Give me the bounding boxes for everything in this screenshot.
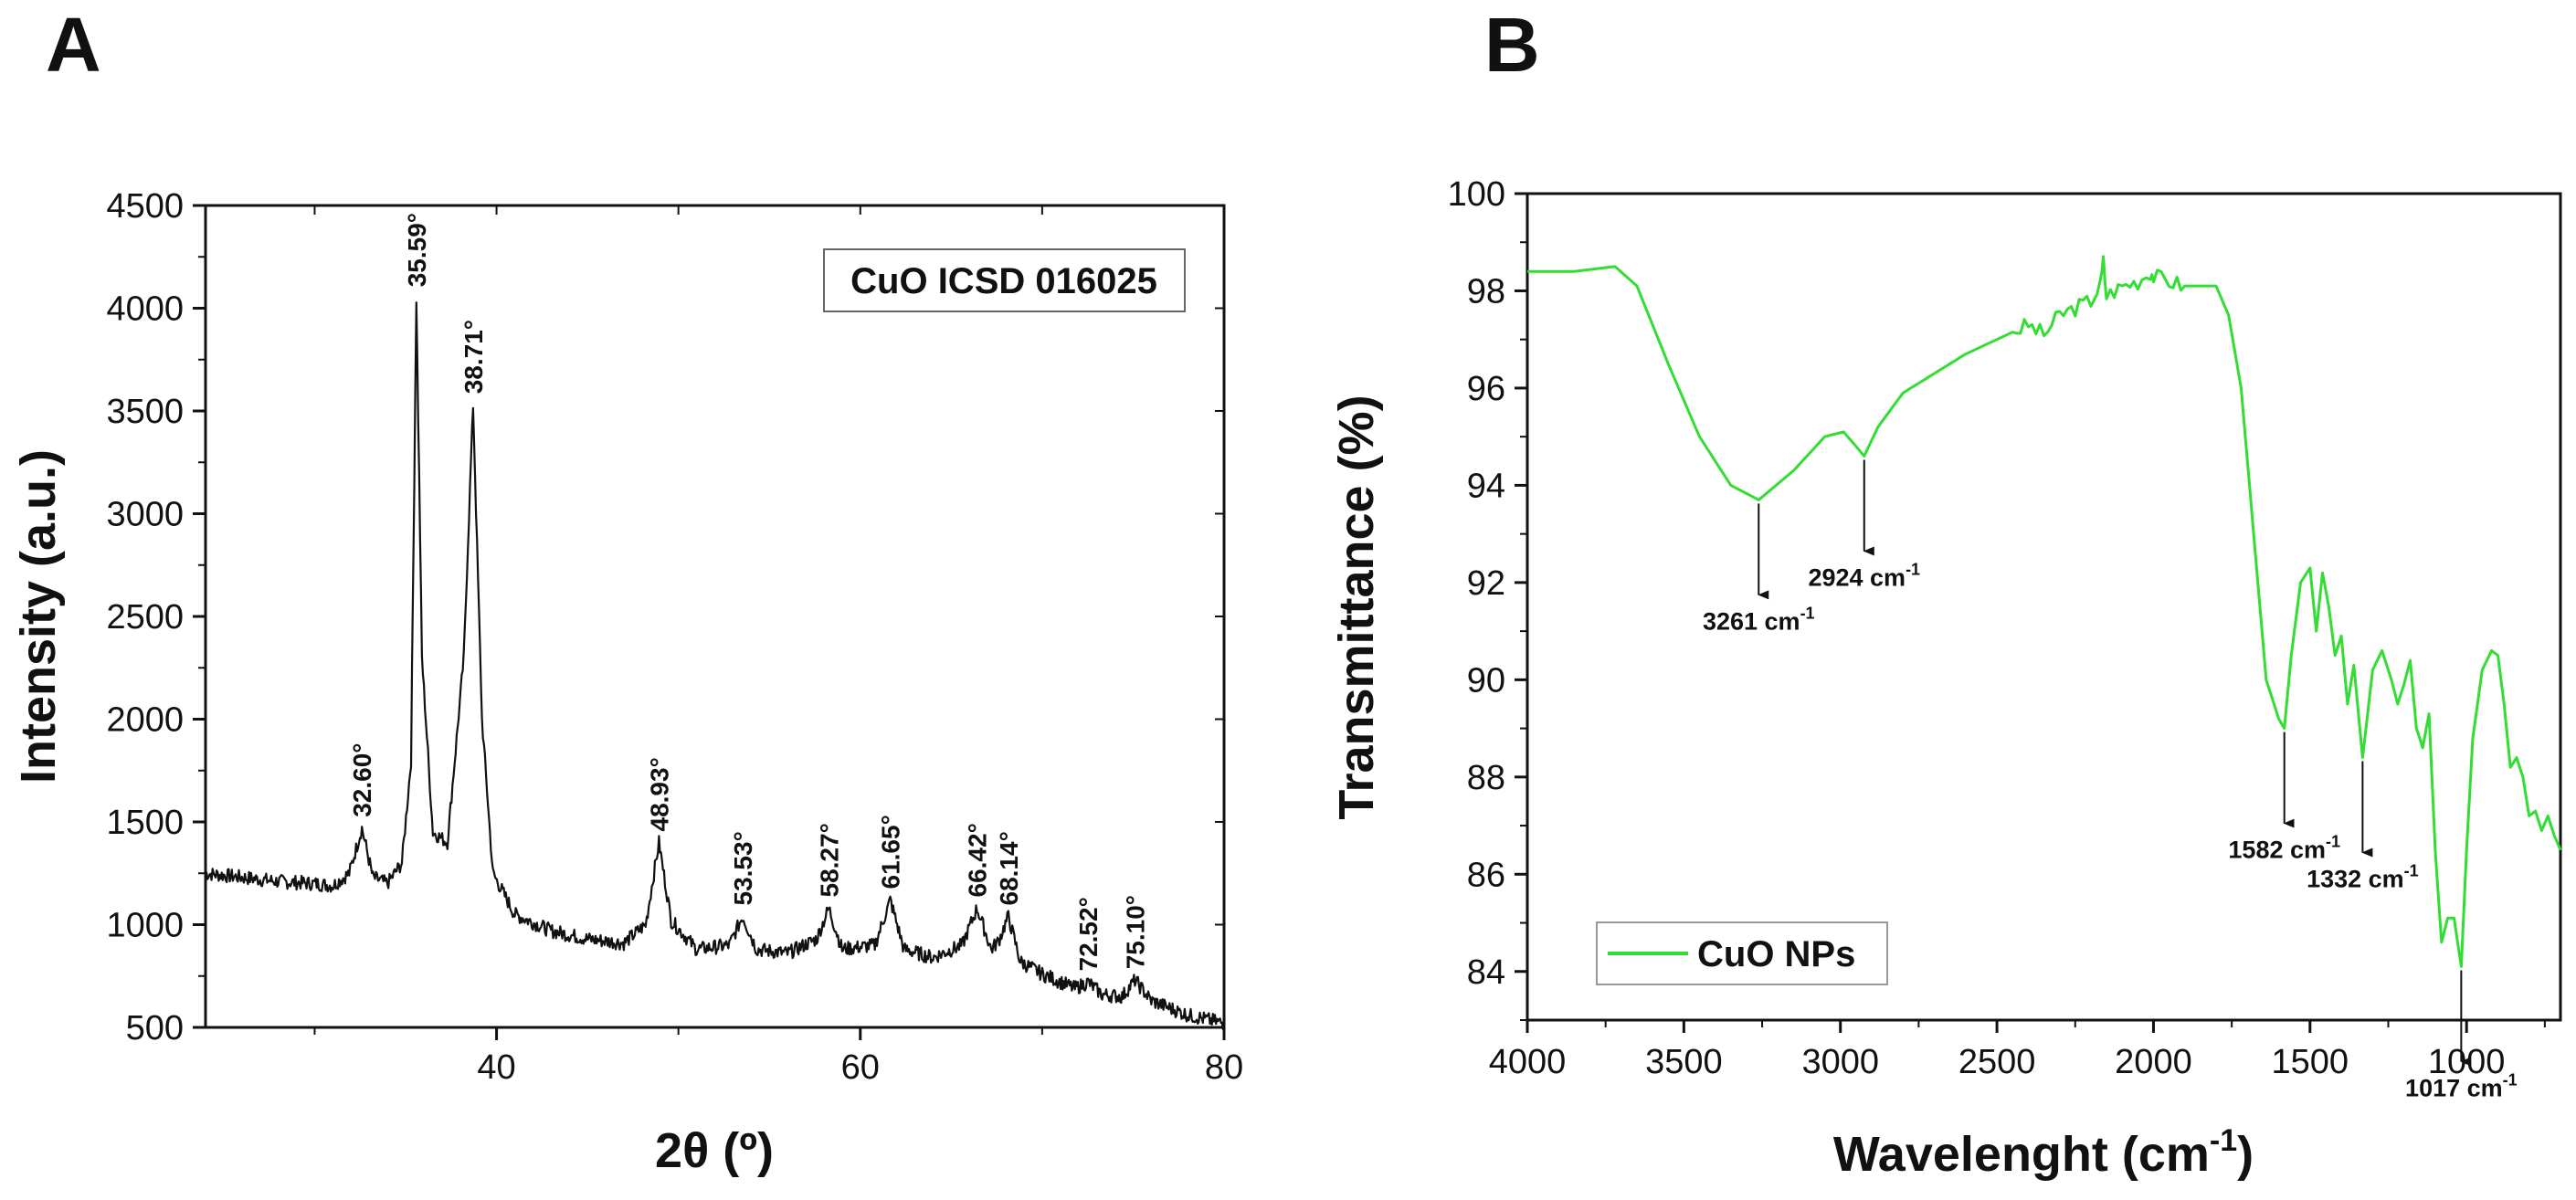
x-axis-title-b-base: Wavelenght (cm [1833,1127,2210,1182]
y-tick-label-b: 96 [1467,370,1505,408]
band-label-b: 1332 cm-1 [2307,862,2419,893]
band-label-base: 1582 cm [2228,837,2326,864]
band-label-sup: -1 [2326,833,2340,851]
band-label-base: 1332 cm [2307,866,2404,893]
plot-frame-b [1526,192,2562,1022]
y-tick-label-a: 1000 [106,907,184,945]
band-label-sup: -1 [2503,1070,2518,1089]
x-tick-label-a: 40 [477,1048,515,1087]
peak-label-a: 53.53° [729,831,757,905]
x-axis-title-a: 2θ (º) [655,1123,774,1178]
peak-label-a: 75.10° [1121,895,1149,969]
panel-letter-a: A [46,2,101,88]
y-tick-label-a: 3500 [106,393,184,431]
peak-label-a: 66.42° [964,823,992,897]
peak-label-a: 48.93° [645,757,673,831]
y-tick-label-a: 1500 [106,804,184,842]
x-tick-label-b: 3500 [1645,1043,1723,1081]
ftir-series-line [1527,255,2562,968]
y-tick-label-a: 4500 [106,187,184,226]
y-tick-label-b: 88 [1467,759,1505,797]
x-tick-label-b: 1500 [2272,1043,2349,1081]
peak-label-a: 32.60° [348,743,376,817]
band-label-sup: -1 [2404,862,2419,880]
panel-a-xrd-chart: 500 1000 1500 2000 2500 3000 3500 4000 4500 40 60… [11,187,1243,1178]
panel-b-ftir-chart: 84 86 88 90 92 94 96 98 100 4000 3500 3000 2500 2000… [1329,175,2562,1182]
band-label-base: 2924 cm [1808,563,1906,591]
y-tick-label-b: 94 [1467,467,1505,505]
panel-letter-b: B [1484,2,1540,88]
y-tick-label-b: 92 [1467,564,1505,603]
x-tick-label-b: 3000 [1801,1043,1879,1081]
x-axis-title-b: Wavelenght (cm-1) [1833,1123,2254,1182]
band-label-base: 3261 cm [1703,607,1800,635]
peak-label-a: 38.71° [459,320,488,394]
y-tick-label-b: 100 [1448,175,1505,214]
y-tick-label-b: 86 [1467,856,1505,894]
peak-label-a: 72.52° [1074,897,1103,971]
legend-text-a: CuO ICSD 016025 [850,261,1157,301]
band-label-base: 1017 cm [2405,1074,2503,1101]
y-tick-label-a: 500 [126,1009,184,1047]
y-tick-label-b: 84 [1467,953,1505,992]
band-label-b: 3261 cm-1 [1703,604,1815,635]
plot-frame-a [204,204,1226,1029]
x-tick-label-b: 4000 [1489,1043,1567,1081]
peak-label-a: 58.27° [815,823,843,897]
band-label-b: 2924 cm-1 [1808,560,1920,591]
y-axis-title-a: Intensity (a.u.) [11,449,66,784]
y-tick-label-a: 3000 [106,496,184,534]
y-tick-label-b: 90 [1467,661,1505,700]
legend-box-a [823,248,1186,312]
y-axis-title-b: Transmittance (%) [1329,395,1384,819]
x-tick-label-a: 80 [1205,1048,1243,1087]
legend-text-b: CuO NPs [1697,934,1855,974]
band-label-sup: -1 [1906,560,1920,578]
peak-label-a: 61.65° [877,815,905,889]
x-tick-label-a: 60 [841,1048,880,1087]
band-label-sup: -1 [1800,604,1815,622]
x-axis-title-b-sup: -1 [2210,1123,2237,1158]
x-tick-label-b: 2500 [1958,1043,2036,1081]
peak-label-a: 35.59° [403,213,431,287]
y-tick-label-a: 2500 [106,598,184,637]
x-tick-label-b: 2000 [2115,1043,2192,1081]
x-axis-title-b-end: ) [2237,1127,2254,1182]
peak-label-a: 68.14° [995,831,1023,905]
xrd-series-line [205,301,1226,1031]
band-label-b: 1582 cm-1 [2228,833,2340,864]
y-tick-label-a: 4000 [106,290,184,329]
y-tick-label-a: 2000 [106,701,184,740]
band-label-b: 1017 cm-1 [2405,1070,2518,1101]
y-tick-label-b: 98 [1467,272,1505,311]
